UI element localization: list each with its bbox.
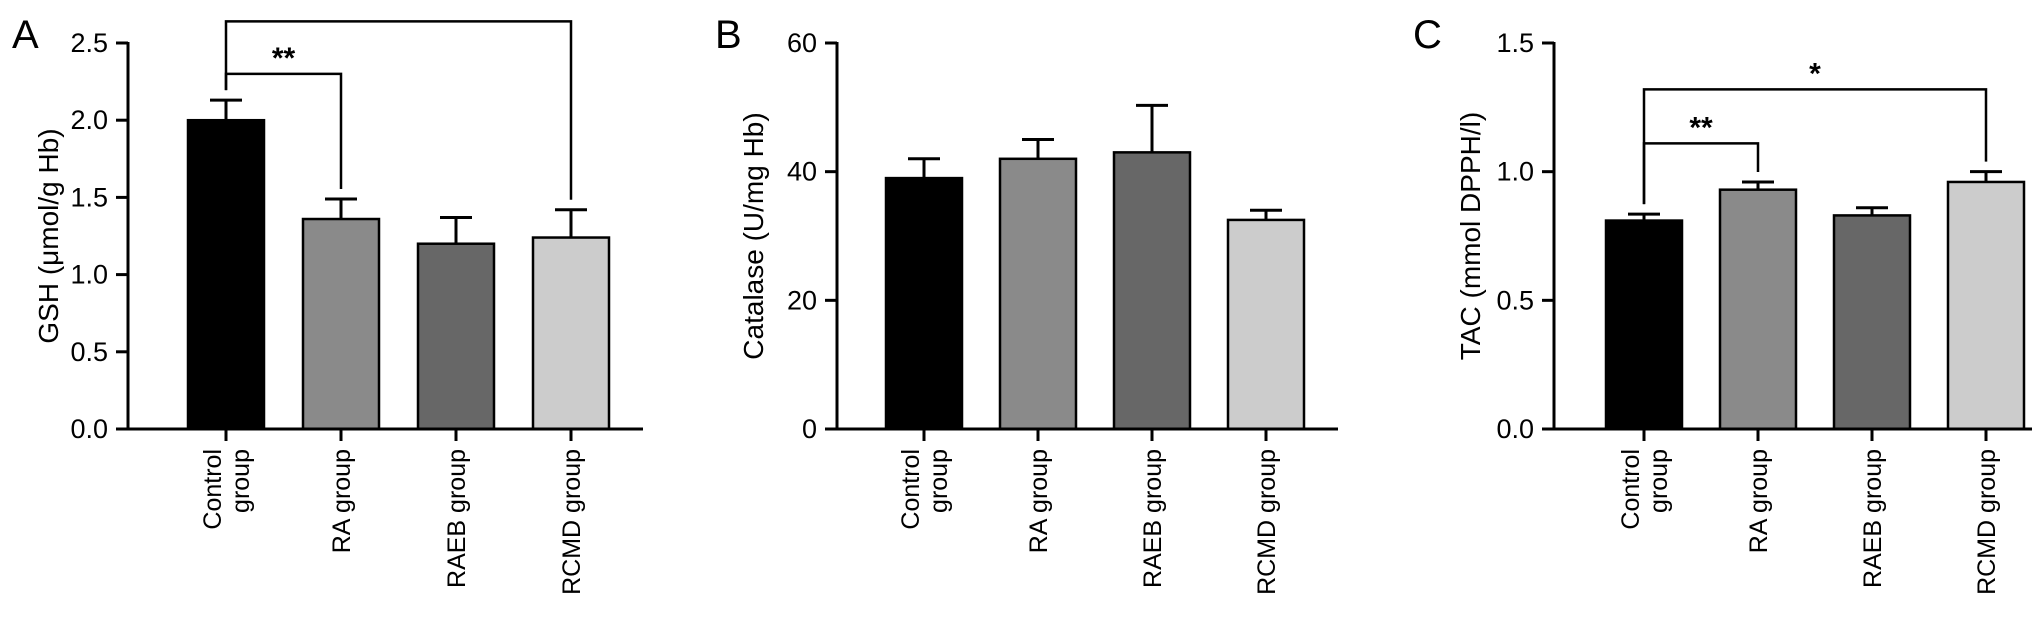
panel-b-error-bar-4 xyxy=(1250,208,1282,220)
panel-c-category-label-1-line-2: group xyxy=(1645,449,1673,513)
panel-c-category-label-3: RAEB group xyxy=(1859,449,1887,588)
panel-a-bar-3 xyxy=(416,242,496,431)
panel-c-significance-label-2: * xyxy=(1809,57,1821,90)
panel-c-bar-1 xyxy=(1604,219,1684,431)
panel-a-significance-bracket-2 xyxy=(224,20,573,200)
panel-c-y-tick-label-1: 0.5 xyxy=(1496,285,1534,315)
panel-a-y-tick-label-5: 2.5 xyxy=(70,28,108,58)
panel-a-letter: A xyxy=(12,13,39,57)
panel-c-y-tick-label-2: 1.0 xyxy=(1496,157,1534,187)
panel-b-chart: B Catalase (U/mg Hb) 0 20 40 60 Control group RA… xyxy=(715,13,1338,595)
panel-b-y-tick-label-1: 20 xyxy=(787,285,817,315)
panel-a-y-tick-label-3: 1.5 xyxy=(70,182,108,212)
panel-a-bar-1 xyxy=(186,118,266,431)
panel-b-y-tick-label-3: 60 xyxy=(787,28,817,58)
panel-c-error-bar-3 xyxy=(1856,206,1888,216)
panel-a-significance-label-1: ** xyxy=(272,42,296,75)
panel-a-y-tick-label-4: 2.0 xyxy=(70,105,108,135)
panel-b-category-label-2: RA group xyxy=(1025,449,1053,553)
panel-a-error-bar-1 xyxy=(210,98,242,121)
panel-b-bar-2 xyxy=(998,157,1078,431)
panel-a-category-label-1-line-2: group xyxy=(227,449,255,513)
panel-b-error-bar-3 xyxy=(1136,103,1168,153)
panel-c-category-label-4: RCMD group xyxy=(1973,449,2001,595)
panel-b-letter: B xyxy=(715,13,742,57)
panel-c-letter: C xyxy=(1413,13,1442,57)
panel-b-y-axis-label: Catalase (U/mg Hb) xyxy=(738,112,769,359)
panel-a-bar-2 xyxy=(301,217,381,431)
panel-c-bar-3 xyxy=(1832,214,1912,431)
panel-c-category-label-1-line-1: Control xyxy=(1617,449,1645,530)
panel-a-category-label-3: RAEB group xyxy=(443,449,471,588)
panel-a-y-tick-label-2: 1.0 xyxy=(70,260,108,290)
panel-c-category-label-2: RA group xyxy=(1745,449,1773,553)
panel-c-y-tick-label-0: 0.0 xyxy=(1496,414,1534,444)
panel-b-bar-1 xyxy=(884,176,964,431)
panel-a-category-label-4: RCMD group xyxy=(558,449,586,595)
panel-c-bar-4 xyxy=(1946,180,2026,431)
panel-b-y-tick-label-2: 40 xyxy=(787,157,817,187)
panel-a-bar-4 xyxy=(531,236,611,431)
panel-c-y-axis-label: TAC (mmol DPPH/l) xyxy=(1455,112,1486,360)
panel-a-category-label-2: RA group xyxy=(328,449,356,553)
panel-c-significance-label-1: ** xyxy=(1689,111,1713,144)
panel-c-significance-bracket-2 xyxy=(1642,88,1988,205)
panel-b-category-label-3: RAEB group xyxy=(1139,449,1167,588)
panel-a-error-bar-4 xyxy=(555,208,587,238)
panel-a-category-label-1-line-1: Control xyxy=(199,449,227,530)
panel-c-error-bar-4 xyxy=(1970,170,2002,182)
panel-a-error-bar-2 xyxy=(325,197,357,220)
panel-a-error-bar-3 xyxy=(440,215,472,244)
panel-b-category-label-1-line-1: Control xyxy=(897,449,925,530)
panel-b-error-bar-1 xyxy=(908,157,940,179)
panel-b-category-label-1-line-2: group xyxy=(925,449,953,513)
panel-b-error-bar-2 xyxy=(1022,138,1054,159)
panel-c-y-tick-label-3: 1.5 xyxy=(1496,28,1534,58)
panel-a-y-tick-label-1: 0.5 xyxy=(70,337,108,367)
panel-c-error-bar-2 xyxy=(1742,180,1774,190)
panel-a-chart: A GSH (μmol/g Hb) 0.0 0.5 1.0 1.5 2.0 2.5 Contro… xyxy=(12,13,643,595)
panel-b-bar-4 xyxy=(1226,218,1306,431)
panel-c-bar-2 xyxy=(1718,188,1798,431)
panel-b-bar-3 xyxy=(1112,151,1192,431)
panel-c-chart: C TAC (mmol DPPH/l) 0.0 0.5 1.0 1.5 Control gro… xyxy=(1413,13,2032,595)
panel-c-error-bar-1 xyxy=(1628,212,1660,221)
panel-b-category-label-4: RCMD group xyxy=(1253,449,1281,595)
panel-a-y-axis-label: GSH (μmol/g Hb) xyxy=(33,128,64,343)
panel-a-y-tick-label-0: 0.0 xyxy=(70,414,108,444)
panel-b-y-tick-label-0: 0 xyxy=(802,414,817,444)
